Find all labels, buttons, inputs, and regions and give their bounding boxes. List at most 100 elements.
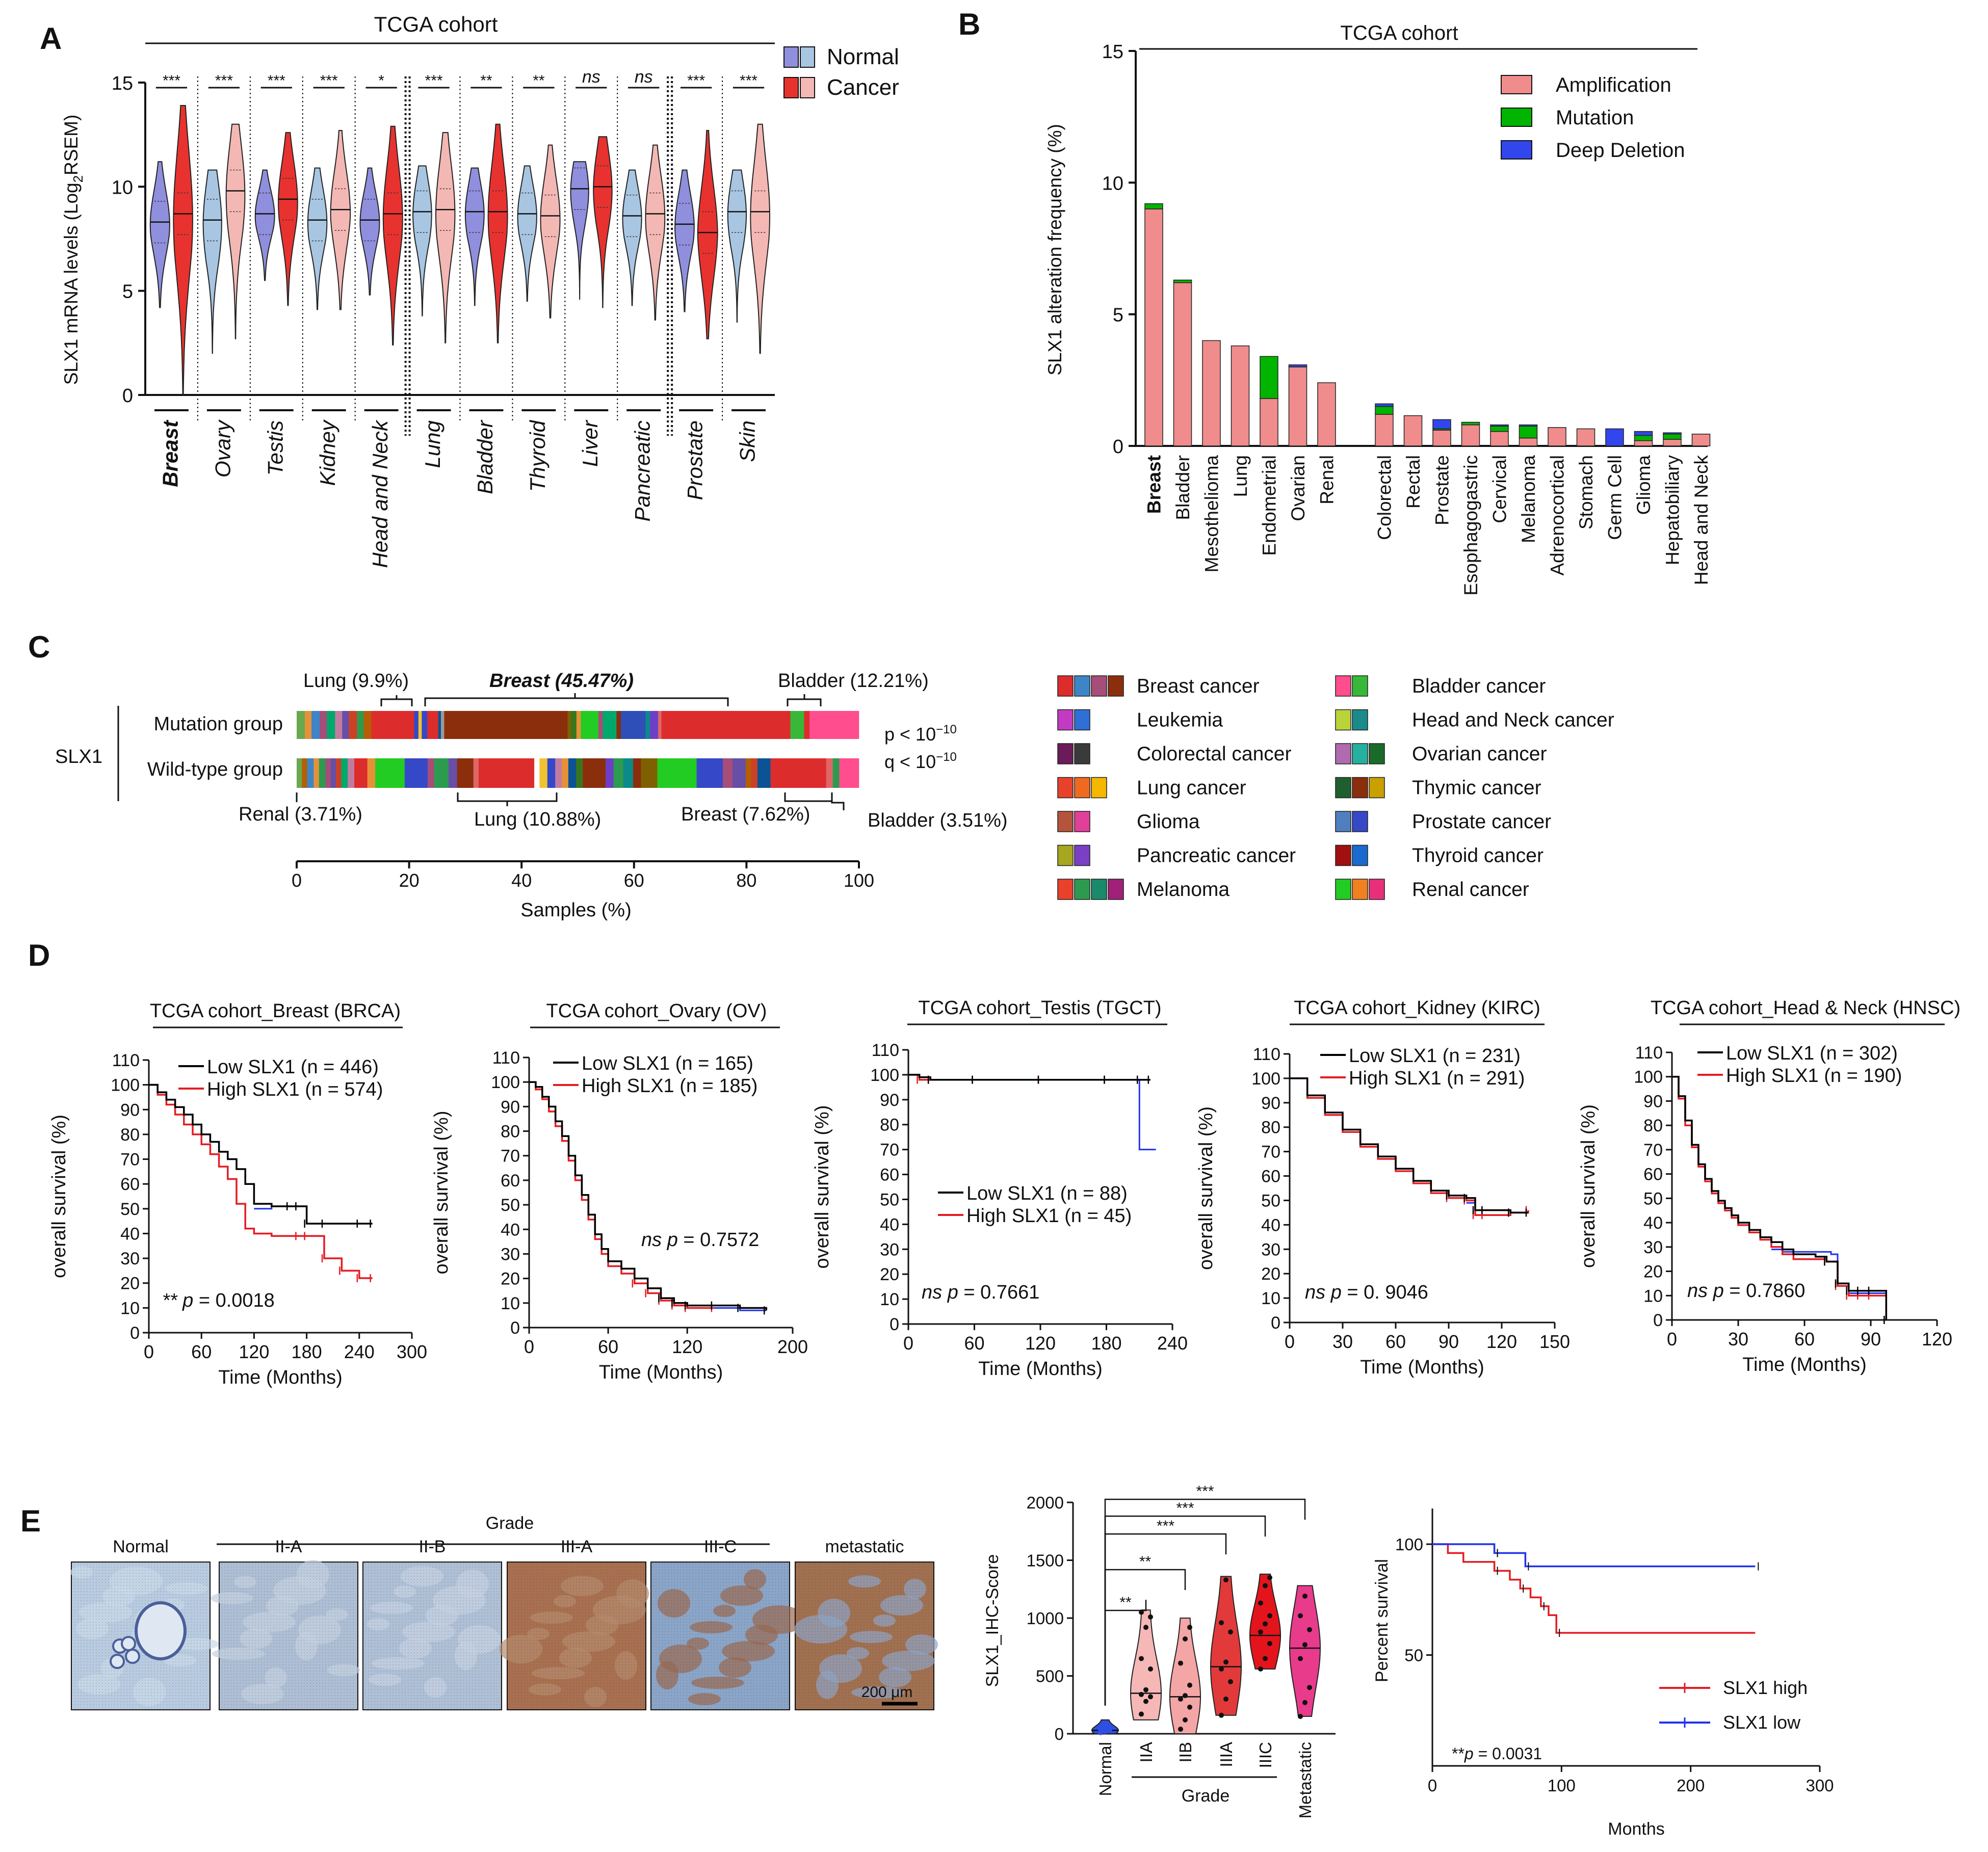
wildtype-group-segment (427, 758, 434, 788)
legend-deep-deletion-swatch (1501, 140, 1532, 160)
e-duct-structure (135, 1601, 187, 1660)
d-y-tick-label: 50 (120, 1200, 140, 1219)
wildtype-group-segment (313, 758, 319, 788)
d-stat-p: p (947, 1282, 958, 1303)
e-violin-point (1267, 1575, 1272, 1580)
a-violin-cancer (593, 136, 613, 308)
e-violin-point (1223, 1577, 1228, 1583)
e-violin-point (1143, 1625, 1148, 1630)
mutation-group-segment (371, 711, 414, 739)
panel-e: Grade Normal II-A II-B III-A III-C metastatic… (70, 1483, 1834, 1839)
mutation-group-segment (620, 711, 646, 739)
b-category-label: Ovarian (1288, 455, 1309, 521)
panel-e-histology-images: Normal II-A II-B III-A III-C metastatic 200 μm (70, 1537, 938, 1710)
a-violin-cancer (173, 105, 193, 395)
a-violin-normal (464, 167, 485, 306)
d-y-tick-label: 20 (501, 1269, 520, 1289)
e-image-label: III-A (561, 1537, 593, 1556)
b-category-label: Lung (1230, 455, 1251, 497)
legend-deep-deletion-label: Deep Deletion (1556, 139, 1685, 162)
d-stat-value: = 0.7661 (958, 1282, 1040, 1303)
d-x-tick-label: 120 (1922, 1329, 1952, 1350)
a-violin-cancer (750, 123, 771, 354)
d-survival-panel: TCGA cohort_Head & Neck (HNSC) 0 10 20 30 40 5… (1578, 997, 1960, 1375)
d-curve-low-slx1 (908, 1074, 1150, 1081)
d-legend-label: High SLX1 (n = 291) (1349, 1068, 1525, 1089)
d-stat-value: = 0.7572 (678, 1229, 760, 1251)
d-x-axis-label: Time (Months) (599, 1362, 723, 1383)
a-violin-cancer (540, 144, 561, 319)
e-violin-y-tick-label: 0 (1055, 1725, 1064, 1743)
e-violin-point (1148, 1666, 1153, 1672)
b-bar-amplification (1519, 437, 1538, 446)
p-prefix: p < 10 (884, 724, 936, 745)
panel-c-x-axis: 0 20 40 60 80 100 (292, 860, 874, 891)
e-violin-point (1143, 1699, 1148, 1704)
d-stat-value: = 0. 9046 (1342, 1282, 1428, 1303)
d-y-tick-label: 90 (120, 1100, 140, 1120)
b-bar-amplification (1691, 434, 1711, 446)
e-surv-legend-label: SLX1 low (1723, 1712, 1801, 1733)
c-x-tick-label: 20 (399, 870, 420, 891)
wildtype-group-segment (613, 758, 624, 788)
d-stat-value: = 0.0018 (193, 1290, 275, 1311)
d-legend-label: High SLX1 (n = 574) (207, 1079, 383, 1100)
d-y-tick-label: 100 (1251, 1069, 1280, 1089)
d-y-tick-label: 20 (1261, 1264, 1280, 1284)
mutation-group-segment (567, 711, 571, 739)
d-y-tick-label: 40 (880, 1215, 899, 1234)
b-category-label: Melanoma (1518, 455, 1539, 543)
d-y-tick-label: 30 (501, 1245, 520, 1264)
mutation-group-segment (427, 711, 438, 739)
d-y-tick-label: 90 (880, 1091, 899, 1110)
panel-a-legend: Normal Cancer (783, 44, 899, 100)
e-histology-stipple (795, 1562, 934, 1710)
b-bar-deep-deletion (1288, 364, 1307, 367)
mutation-group-segment (342, 711, 349, 739)
c-legend-swatch (1335, 811, 1351, 832)
e-violin-y-tick-label: 1000 (1027, 1609, 1064, 1628)
d-y-tick-label: 90 (1261, 1094, 1280, 1113)
d-y-tick-label: 30 (120, 1249, 140, 1268)
a-violin-cancer (697, 130, 718, 339)
wildtype-group-segment (757, 758, 771, 788)
a-violin-normal (622, 169, 642, 306)
d-y-tick-label: 30 (1643, 1238, 1663, 1257)
d-x-tick-label: 0 (1285, 1331, 1295, 1352)
b-bar-mutation (1461, 421, 1480, 426)
d-y-tick-label: 100 (1634, 1068, 1663, 1087)
bracket-bladder-bottom (831, 792, 845, 810)
c-legend-swatch (1352, 675, 1368, 697)
d-stat-p: p (182, 1290, 193, 1311)
d-stat-p: p (1713, 1280, 1724, 1302)
e-violin-point (1219, 1666, 1224, 1672)
e-surv-stat-p: p (1464, 1744, 1474, 1763)
wildtype-group-segment (341, 758, 348, 788)
a-violin-cancer (435, 132, 456, 343)
d-y-tick-label: 10 (1643, 1286, 1663, 1306)
c-legend-swatch (1074, 811, 1090, 832)
b-category-label: Germ Cell (1605, 455, 1626, 540)
d-y-tick-label: 0 (510, 1318, 520, 1338)
e-gland-structure (110, 1654, 125, 1669)
a-category-label: Thyroid (526, 419, 550, 492)
b-y-tick-label: 5 (1113, 305, 1123, 326)
e-violin-point (1098, 1724, 1103, 1730)
e-violin-point (1258, 1666, 1263, 1672)
panel-e-survival-chart: 50 100 0 100 200 300 Months SLX1 high SLX1 low **… (1395, 1509, 1834, 1839)
e-surv-y-tick-label: 50 (1404, 1646, 1423, 1665)
d-curve-low-slx1 (1290, 1077, 1528, 1214)
c-legend-swatch (1108, 675, 1124, 697)
c-legend-swatch (1074, 777, 1090, 799)
a-significance-mark: *** (425, 72, 443, 89)
annotation-lung-bottom: Lung (10.88%) (474, 809, 601, 830)
e-violin-point (1307, 1627, 1312, 1632)
d-x-tick-label: 60 (1385, 1331, 1406, 1352)
e-surv-stat-value: = 0.0031 (1474, 1744, 1542, 1763)
e-surv-curve-slx1-high (1432, 1543, 1756, 1634)
mutation-group-segment (349, 711, 357, 739)
e-violin-point (1178, 1726, 1183, 1732)
c-x-tick-label: 40 (511, 870, 532, 891)
panel-e-survival-y-label: Percent survival (1372, 1559, 1392, 1682)
e-violin-y-tick-label: 2000 (1027, 1493, 1064, 1512)
